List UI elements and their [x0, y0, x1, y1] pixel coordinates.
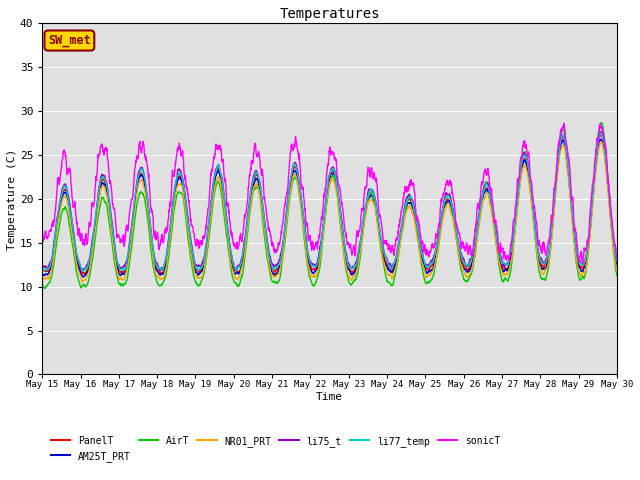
- sonicT: [613, 255, 621, 261]
- PanelT: [347, 268, 355, 274]
- li77_temp: [596, 130, 604, 136]
- li75_t: [157, 268, 164, 274]
- NR01_PRT: [613, 268, 621, 274]
- li77_temp: [359, 220, 367, 226]
- sonicT: [560, 120, 568, 126]
- li77_temp: [79, 268, 87, 274]
- Text: SW_met: SW_met: [48, 34, 91, 47]
- PanelT: [359, 223, 367, 228]
- PanelT: [563, 149, 570, 155]
- AM25T_PRT: [579, 268, 586, 274]
- AM25T_PRT: [497, 262, 505, 268]
- AirT: [359, 229, 367, 235]
- AirT: [613, 272, 621, 278]
- NR01_PRT: [79, 279, 87, 285]
- AM25T_PRT: [359, 227, 367, 232]
- li77_temp: [497, 257, 505, 263]
- li77_temp: [579, 262, 586, 267]
- AirT: [563, 144, 570, 150]
- AM25T_PRT: [613, 263, 621, 268]
- Title: Temperatures: Temperatures: [279, 7, 380, 21]
- NR01_PRT: [199, 272, 207, 278]
- AM25T_PRT: [199, 266, 207, 272]
- li75_t: [613, 256, 621, 262]
- PanelT: [81, 271, 89, 277]
- Y-axis label: Temperature (C): Temperature (C): [7, 148, 17, 250]
- li75_t: [579, 261, 586, 266]
- PanelT: [199, 264, 207, 270]
- Line: li75_t: li75_t: [42, 131, 617, 271]
- Legend: PanelT, AM25T_PRT, AirT, NR01_PRT, li75_t, li77_temp, sonicT: PanelT, AM25T_PRT, AirT, NR01_PRT, li75_…: [47, 432, 504, 466]
- AirT: [41, 286, 49, 291]
- PanelT: [579, 265, 586, 271]
- sonicT: [579, 260, 586, 265]
- NR01_PRT: [596, 139, 604, 145]
- AirT: [38, 282, 46, 288]
- NR01_PRT: [579, 271, 586, 276]
- li77_temp: [563, 147, 570, 153]
- AirT: [347, 281, 355, 287]
- AM25T_PRT: [347, 270, 355, 276]
- sonicT: [359, 206, 367, 212]
- NR01_PRT: [347, 276, 355, 282]
- sonicT: [563, 141, 570, 147]
- Line: NR01_PRT: NR01_PRT: [42, 142, 617, 282]
- sonicT: [198, 239, 206, 245]
- li77_temp: [38, 264, 46, 270]
- Line: AM25T_PRT: AM25T_PRT: [42, 139, 617, 277]
- NR01_PRT: [359, 230, 367, 236]
- sonicT: [579, 261, 587, 266]
- AM25T_PRT: [38, 270, 46, 276]
- li75_t: [359, 218, 367, 224]
- PanelT: [38, 265, 46, 271]
- sonicT: [38, 238, 46, 243]
- li77_temp: [613, 258, 621, 264]
- PanelT: [613, 260, 621, 266]
- li75_t: [596, 128, 604, 134]
- NR01_PRT: [38, 276, 46, 281]
- li75_t: [563, 145, 570, 151]
- Line: sonicT: sonicT: [42, 123, 617, 264]
- AM25T_PRT: [563, 151, 570, 156]
- li75_t: [38, 263, 46, 268]
- Line: AirT: AirT: [42, 123, 617, 288]
- sonicT: [346, 242, 354, 248]
- PanelT: [497, 261, 505, 267]
- AM25T_PRT: [597, 136, 605, 142]
- X-axis label: Time: Time: [316, 392, 343, 402]
- AirT: [579, 274, 586, 280]
- li75_t: [199, 260, 207, 265]
- NR01_PRT: [497, 265, 505, 271]
- Line: li77_temp: li77_temp: [42, 133, 617, 271]
- li77_temp: [199, 262, 207, 268]
- PanelT: [597, 132, 605, 138]
- AirT: [199, 275, 207, 281]
- li75_t: [497, 253, 505, 259]
- AirT: [497, 273, 505, 278]
- sonicT: [497, 240, 504, 246]
- li75_t: [347, 264, 355, 270]
- NR01_PRT: [563, 159, 570, 165]
- AM25T_PRT: [79, 274, 87, 280]
- AirT: [598, 120, 605, 126]
- li77_temp: [347, 265, 355, 271]
- Line: PanelT: PanelT: [42, 135, 617, 274]
